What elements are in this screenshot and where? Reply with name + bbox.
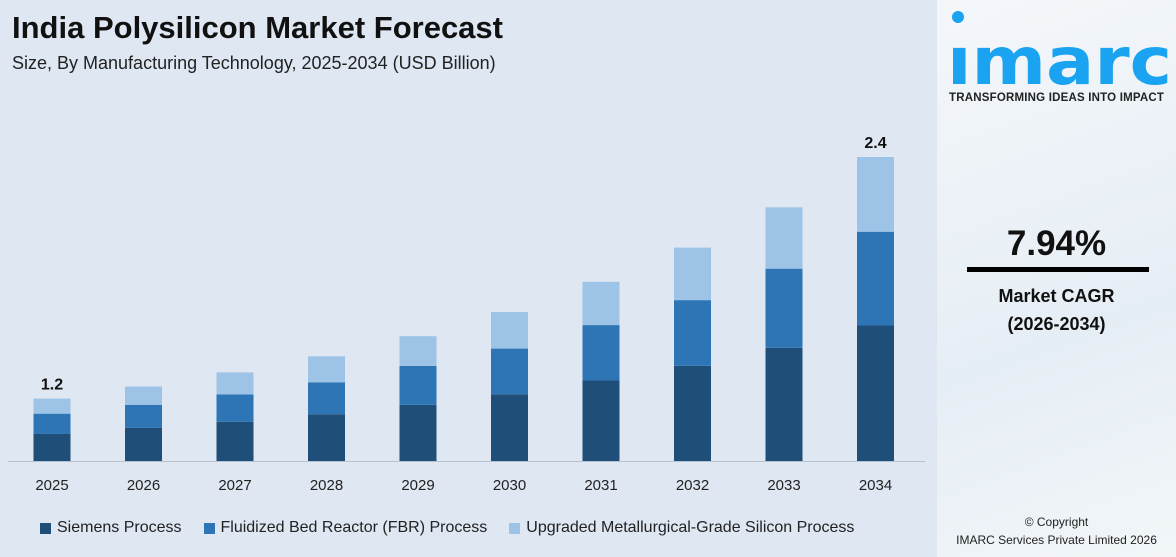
bar-segment-2031-2 xyxy=(582,281,620,326)
imarc-logo: ımarc xyxy=(947,11,1172,88)
x-tick-label: 2027 xyxy=(218,477,251,494)
bar-segment-2032-1 xyxy=(674,300,711,366)
bar-segment-2029-1 xyxy=(399,365,437,405)
x-tick-label: 2033 xyxy=(767,477,800,494)
legend-swatch xyxy=(203,522,215,534)
x-tick-label: 2029 xyxy=(401,477,434,494)
bar-segment-2030-1 xyxy=(491,348,528,395)
bar-segment-2025-0 xyxy=(33,433,71,461)
stacked-bar-chart: 2025 1.2 2026 2027 2028 2029 2030 2031 2032 2033 2… xyxy=(8,135,925,494)
bar-segment-2027-2 xyxy=(216,372,254,395)
chart-title: India Polysilicon Market Forecast xyxy=(12,10,503,45)
bar-segment-2031-0 xyxy=(582,380,620,461)
x-tick-label: 2028 xyxy=(310,477,343,494)
bar-segment-2025-1 xyxy=(33,413,71,434)
legend-swatch xyxy=(40,522,51,534)
bar-segment-2030-2 xyxy=(491,312,528,349)
legend-item: Upgraded Metallurgical-Grade Silicon Pro… xyxy=(509,519,854,537)
copyright-company: IMARC Services Private Limited 2026 xyxy=(956,533,1157,547)
legend-label: Fluidized Bed Reactor (FBR) Process xyxy=(220,519,488,536)
bar-segment-2033-2 xyxy=(765,207,803,269)
legend-item: Siemens Process xyxy=(40,519,182,537)
bar-segment-2034-0 xyxy=(857,325,894,461)
legend-label: Siemens Process xyxy=(57,519,182,536)
bar-segment-2034-2 xyxy=(857,157,894,232)
bar-segment-2027-0 xyxy=(216,421,254,461)
legend-label: Upgraded Metallurgical-Grade Silicon Pro… xyxy=(526,519,855,536)
bar-segment-2028-2 xyxy=(308,356,345,383)
bar-segment-2029-2 xyxy=(399,336,437,366)
svg-text:ımarc: ımarc xyxy=(947,23,1172,88)
cagr-label: Market CAGR xyxy=(998,286,1115,306)
x-tick-label: 2030 xyxy=(493,477,526,494)
side-panel: ımarc TRANSFORMING IDEAS INTO IMPACT 7.9… xyxy=(937,0,1176,557)
legend: Siemens Process Fluidized Bed Reactor (FB… xyxy=(40,519,854,537)
x-tick-label: 2031 xyxy=(584,477,617,494)
data-label: 1.2 xyxy=(41,377,63,394)
cagr-period: (2026-2034) xyxy=(1007,314,1106,334)
tagline: TRANSFORMING IDEAS INTO IMPACT xyxy=(949,92,1165,104)
bar-segment-2031-1 xyxy=(582,325,620,381)
x-tick-label: 2025 xyxy=(35,477,68,494)
chart-area: India Polysilicon Market Forecast Size, … xyxy=(8,10,925,537)
bar-segment-2033-1 xyxy=(765,268,803,348)
x-tick-label: 2026 xyxy=(127,477,160,494)
data-label: 2.4 xyxy=(864,135,886,152)
bar-segment-2033-0 xyxy=(765,347,803,461)
bar-segment-2032-0 xyxy=(674,365,711,461)
bar-segment-2028-1 xyxy=(308,382,345,415)
copyright: © Copyright xyxy=(1024,515,1089,529)
bar-segment-2027-1 xyxy=(216,394,254,422)
chart-subtitle: Size, By Manufacturing Technology, 2025-… xyxy=(12,53,496,73)
cagr-value: 7.94% xyxy=(1006,224,1107,263)
bar-segment-2028-0 xyxy=(308,414,345,461)
bar-segment-2034-1 xyxy=(857,231,894,326)
bar-segment-2026-1 xyxy=(125,404,162,428)
divider xyxy=(967,267,1149,272)
bar-segment-2030-0 xyxy=(491,394,528,461)
bar-segment-2029-0 xyxy=(399,404,437,461)
bar-segment-2026-2 xyxy=(125,386,162,405)
x-tick-label: 2032 xyxy=(676,477,709,494)
bar-segment-2025-2 xyxy=(33,398,71,414)
bar-segment-2026-0 xyxy=(125,427,162,461)
bar-segment-2032-2 xyxy=(674,247,711,301)
x-tick-label: 2034 xyxy=(859,477,892,494)
legend-item: Fluidized Bed Reactor (FBR) Process xyxy=(203,519,488,537)
legend-swatch xyxy=(509,522,521,534)
